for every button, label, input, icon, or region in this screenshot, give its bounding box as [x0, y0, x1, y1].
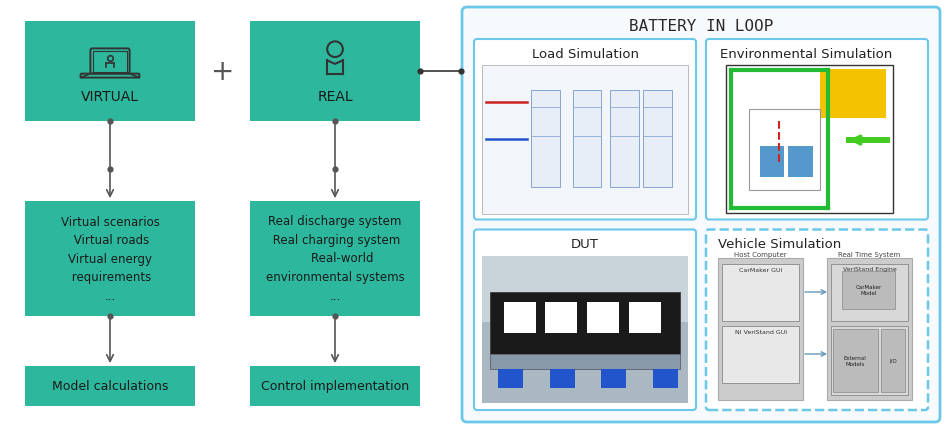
Bar	[846, 138, 889, 144]
Bar	[482, 256, 688, 322]
Bar	[250, 22, 420, 122]
Bar	[722, 326, 799, 383]
Bar	[881, 329, 905, 392]
Bar	[482, 256, 688, 403]
Text: Control implementation: Control implementation	[261, 380, 409, 393]
Bar	[250, 366, 420, 406]
Bar	[826, 258, 912, 400]
Text: I/O: I/O	[889, 358, 897, 363]
Text: Host Computer: Host Computer	[734, 251, 787, 257]
Bar	[25, 22, 195, 122]
Bar	[25, 366, 195, 406]
FancyBboxPatch shape	[474, 40, 696, 220]
Text: +: +	[211, 58, 235, 86]
Bar	[718, 258, 803, 400]
Bar	[653, 369, 677, 388]
Text: VIRTUAL: VIRTUAL	[81, 90, 139, 104]
Bar	[831, 326, 908, 395]
Bar	[726, 66, 893, 213]
Text: External
Models: External Models	[844, 355, 866, 366]
Bar	[760, 147, 785, 177]
Bar	[545, 302, 578, 333]
Text: Real discharge system
 Real charging system
    Real-world
environmental systems: Real discharge system Real charging syst…	[266, 215, 405, 302]
Bar	[643, 91, 672, 187]
Bar	[843, 271, 895, 310]
Bar	[482, 66, 688, 214]
FancyBboxPatch shape	[706, 230, 928, 410]
Bar	[601, 369, 626, 388]
Bar	[490, 293, 680, 354]
Bar	[531, 91, 560, 187]
Bar	[587, 302, 619, 333]
Text: Load Simulation: Load Simulation	[531, 47, 638, 60]
Bar	[833, 329, 878, 392]
Bar	[820, 70, 886, 118]
Bar	[629, 302, 661, 333]
Bar	[550, 369, 575, 388]
Bar	[610, 91, 638, 187]
Bar	[788, 147, 812, 177]
Text: Vehicle Simulation: Vehicle Simulation	[718, 237, 842, 250]
Text: Environmental Simulation: Environmental Simulation	[720, 47, 892, 60]
Text: VeriStand Engine: VeriStand Engine	[843, 267, 897, 272]
Text: CarMaker
Model: CarMaker Model	[856, 285, 882, 296]
Text: Real Time System: Real Time System	[838, 251, 901, 257]
Bar	[490, 354, 680, 369]
Bar	[25, 202, 195, 316]
Text: DUT: DUT	[571, 237, 598, 250]
Bar	[831, 264, 908, 321]
Bar	[504, 302, 536, 333]
Bar	[573, 91, 601, 187]
Text: BATTERY IN LOOP: BATTERY IN LOOP	[629, 18, 773, 34]
Text: CarMaker GUI: CarMaker GUI	[739, 268, 782, 273]
Bar	[93, 52, 126, 72]
Bar	[722, 264, 799, 321]
Text: NI VeriStand GUI: NI VeriStand GUI	[734, 330, 787, 335]
Bar	[750, 110, 820, 191]
Bar	[250, 202, 420, 316]
Text: REAL: REAL	[317, 90, 352, 104]
Text: Virtual scenarios
 Virtual roads
Virtual energy
 requirements
...: Virtual scenarios Virtual roads Virtual …	[61, 215, 160, 302]
Text: Model calculations: Model calculations	[52, 380, 168, 393]
Bar	[499, 369, 523, 388]
FancyBboxPatch shape	[706, 40, 928, 220]
FancyBboxPatch shape	[474, 230, 696, 410]
FancyBboxPatch shape	[462, 8, 940, 422]
